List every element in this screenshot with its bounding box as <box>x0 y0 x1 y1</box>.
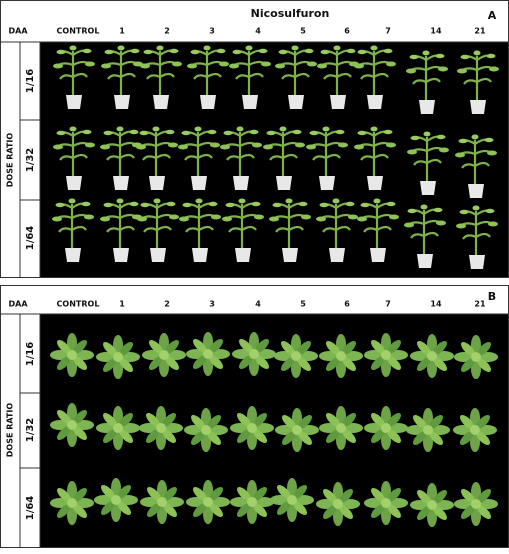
column-label: 4 <box>255 27 261 36</box>
panel-label: B <box>488 290 496 303</box>
column-label: 6 <box>344 27 350 36</box>
row-header: DAA <box>8 300 28 309</box>
row-label: 1/16 <box>25 342 36 367</box>
row-label: 1/32 <box>25 418 36 443</box>
column-label: 21 <box>474 27 486 36</box>
column-label: 7 <box>385 27 391 36</box>
row-label: 1/64 <box>25 226 36 251</box>
column-label: 2 <box>164 27 170 36</box>
column-label: 4 <box>255 300 261 309</box>
column-label: CONTROL <box>57 27 100 36</box>
column-label: 2 <box>164 300 170 309</box>
column-label: 1 <box>119 300 125 309</box>
row-label: 1/32 <box>25 148 36 173</box>
column-label: 6 <box>344 300 350 309</box>
row-label: 1/16 <box>25 69 36 94</box>
column-label: 3 <box>209 27 215 36</box>
column-label: 14 <box>430 27 442 36</box>
row-header: DAA <box>8 27 28 36</box>
axis-label: DOSE RATIO <box>6 133 15 188</box>
column-label: CONTROL <box>57 300 100 309</box>
column-label: 3 <box>209 300 215 309</box>
row-label: 1/64 <box>25 496 36 521</box>
axis-label: DOSE RATIO <box>6 403 15 458</box>
title: Nicosulfuron <box>251 7 330 20</box>
column-label: 5 <box>300 300 306 309</box>
column-label: 1 <box>119 27 125 36</box>
column-label: 7 <box>385 300 391 309</box>
column-label: 14 <box>430 300 442 309</box>
panel-label: A <box>488 9 497 22</box>
column-label: 21 <box>474 300 486 309</box>
column-label: 5 <box>300 27 306 36</box>
